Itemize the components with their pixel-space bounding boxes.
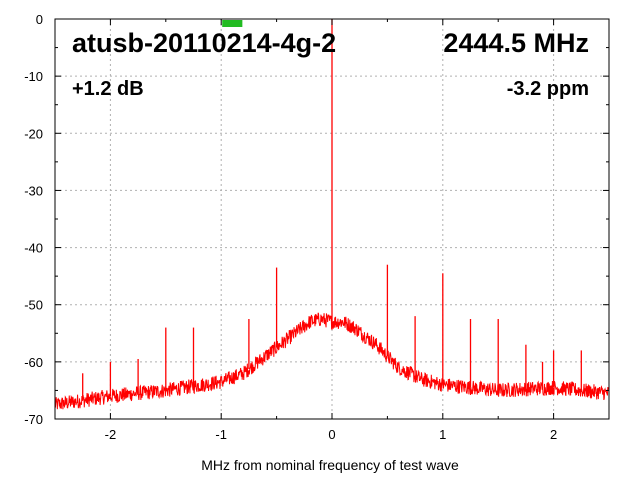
y-tick-label: 0 [36, 12, 43, 27]
y-tick-label: -10 [24, 69, 43, 84]
x-tick-label: 0 [328, 427, 335, 442]
y-tick-label: -40 [24, 241, 43, 256]
y-tick-label: -30 [24, 183, 43, 198]
y-tick-label: -50 [24, 298, 43, 313]
y-tick-label: -60 [24, 355, 43, 370]
indicator-marker [222, 20, 243, 27]
chart-title: atusb-20110214-4g-2 [72, 28, 336, 58]
ppm-label: -3.2 ppm [507, 78, 589, 100]
frequency-label: 2444.5 MHz [443, 28, 589, 58]
x-tick-label: -2 [105, 427, 117, 442]
power-offset-label: +1.2 dB [72, 78, 144, 100]
x-tick-label: 2 [550, 427, 557, 442]
y-tick-label: -70 [24, 412, 43, 427]
x-tick-label: -1 [215, 427, 227, 442]
plot-area [54, 19, 610, 410]
noise-floor-trace [54, 312, 610, 410]
y-tick-label: -20 [24, 126, 43, 141]
x-axis-label: MHz from nominal frequency of test wave [201, 457, 459, 473]
axis-ticks: -2 -1 0 1 20-10-20-30-40-50-60-70 [24, 12, 610, 442]
x-tick-label: 1 [439, 427, 446, 442]
